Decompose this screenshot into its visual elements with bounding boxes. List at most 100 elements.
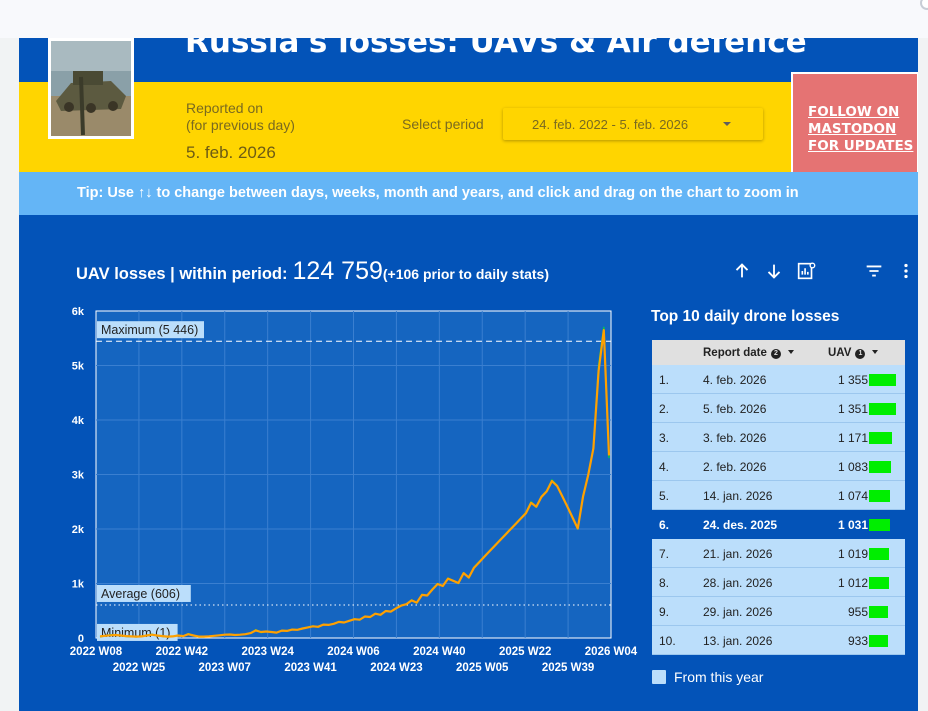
tip-text: Tip: Use ↑↓ to change between days, week… (77, 185, 799, 201)
row-rank: 10. (659, 634, 676, 648)
chart-toolbar (731, 260, 908, 282)
reported-on-text: Reported on (for previous day) (186, 100, 295, 133)
row-bar (869, 374, 896, 386)
row-date: 24. des. 2025 (703, 518, 778, 532)
col-report-date[interactable]: Report date 2 (703, 347, 794, 359)
top10-header: Report date 2 UAV 1 (652, 340, 905, 365)
row-rank: 4. (659, 460, 670, 474)
tip-banner: Tip: Use ↑↓ to change between days, week… (19, 172, 918, 215)
browser-top-strip (0, 0, 928, 38)
table-row[interactable]: 10. 13. jan. 2026 933 (652, 626, 905, 655)
table-row[interactable]: 9. 29. jan. 2026 955 (652, 597, 905, 626)
row-rank: 1. (659, 373, 670, 387)
row-value: 1 083 (837, 460, 868, 474)
row-rank: 3. (659, 431, 670, 445)
row-bar (869, 432, 893, 444)
caret-down-icon (787, 350, 794, 354)
chart-header-label: UAV losses | within period: (76, 265, 288, 283)
reference-label: Minimum (1) (101, 626, 170, 640)
col-uav-label: UAV (828, 347, 852, 359)
period-dropdown[interactable]: 24. feb. 2022 - 5. feb. 2026 (503, 108, 763, 140)
table-row[interactable]: 3. 3. feb. 2026 1 171 (652, 423, 905, 452)
row-value: 1 012 (837, 576, 868, 590)
row-rank: 5. (659, 489, 670, 503)
row-bar (869, 490, 891, 502)
header-photo (48, 38, 134, 139)
row-rank: 6. (659, 518, 670, 532)
arrow-down-icon[interactable] (763, 260, 785, 282)
series-line (99, 328, 611, 638)
report-page: Russia's losses: UAVs & Air defence Repo… (19, 38, 918, 711)
chart-grid (96, 311, 611, 638)
row-bar (869, 519, 890, 531)
row-date: 5. feb. 2026 (703, 402, 767, 416)
reference-label-bg (97, 623, 178, 641)
prior-note: (+106 prior to daily stats) (382, 266, 549, 282)
x-tick-label: 2023 W24 (241, 646, 294, 658)
left-gutter (0, 38, 19, 711)
reference-lines: Maximum (5 446) Average (606) Minimum (1) (96, 321, 611, 641)
row-value: 933 (847, 634, 868, 648)
filter-icon[interactable] (863, 260, 885, 282)
circle-icon (920, 0, 928, 10)
reference-label: Average (606) (101, 587, 180, 601)
table-row[interactable]: 4. 2. feb. 2026 1 083 (652, 452, 905, 481)
sort-badge-date: 2 (770, 349, 781, 359)
row-value: 1 355 (837, 373, 868, 387)
row-value: 1 074 (837, 489, 868, 503)
table-row[interactable]: 5. 14. jan. 2026 1 074 (652, 481, 905, 510)
table-row[interactable]: 7. 21. jan. 2026 1 019 (652, 539, 905, 568)
uav-total: 124 759 (292, 257, 383, 285)
x-tick-label: 2023 W41 (284, 662, 337, 674)
table-row[interactable]: 6. 24. des. 2025 1 031 (652, 510, 905, 539)
table-row[interactable]: 2. 5. feb. 2026 1 351 (652, 394, 905, 423)
reported-on-label: Reported on (for previous day) (186, 100, 336, 134)
col-uav[interactable]: UAV 1 (828, 347, 879, 359)
table-row[interactable]: 8. 28. jan. 2026 1 012 (652, 568, 905, 597)
table-row[interactable]: 1. 4. feb. 2026 1 355 (652, 365, 905, 394)
row-date: 14. jan. 2026 (703, 489, 773, 503)
right-gutter (918, 38, 928, 711)
x-tick-label: 2024 W06 (327, 646, 379, 658)
row-rank: 7. (659, 547, 670, 561)
top10-table: Report date 2 UAV 1 1. 4. feb. 2026 1 355 2. 5… (652, 340, 905, 655)
row-date: 13. jan. 2026 (703, 634, 773, 648)
reference-label-bg (97, 321, 204, 339)
y-tick-label: 0 (78, 633, 84, 645)
more-vert-icon[interactable] (895, 260, 917, 282)
checkbox-icon[interactable] (652, 670, 666, 684)
follow-mastodon-link[interactable]: FOLLOW ON MASTODON FOR UPDATES (808, 104, 914, 154)
row-date: 21. jan. 2026 (703, 547, 773, 561)
reference-label-bg (97, 584, 191, 602)
period-value: 24. feb. 2022 - 5. feb. 2026 (532, 116, 689, 132)
x-tick-label: 2025 W22 (499, 646, 551, 658)
y-tick-label: 4k (72, 415, 85, 427)
chart-settings-icon[interactable] (795, 260, 817, 282)
reference-label: Maximum (5 446) (101, 323, 198, 337)
x-tick-label: 2026 W04 (585, 646, 638, 658)
x-tick-label: 2022 W42 (156, 646, 208, 658)
row-bar (869, 635, 888, 647)
row-bar (869, 606, 888, 618)
y-axis-ticks: 0 1k 2k 3k 4k 5k 6k (72, 306, 85, 645)
row-bar (869, 548, 890, 560)
chart-header: UAV losses | within period: 124 759 (+10… (76, 257, 549, 286)
row-date: 29. jan. 2026 (703, 605, 773, 619)
x-tick-label: 2022 W25 (113, 662, 166, 674)
header-band (19, 82, 918, 172)
row-rank: 8. (659, 576, 670, 590)
row-rank: 9. (659, 605, 670, 619)
caret-down-icon (872, 350, 879, 354)
x-tick-label: 2024 W23 (370, 662, 422, 674)
row-date: 2. feb. 2026 (703, 460, 767, 474)
row-date: 28. jan. 2026 (703, 576, 773, 590)
from-this-year-label: From this year (674, 669, 764, 685)
top10-rows: 1. 4. feb. 2026 1 355 2. 5. feb. 2026 1 351 3.… (652, 365, 905, 655)
y-tick-label: 5k (72, 361, 85, 373)
from-this-year-toggle[interactable]: From this year (652, 669, 763, 685)
mastodon-box: FOLLOW ON MASTODON FOR UPDATES (791, 72, 918, 176)
x-tick-label: 2025 W39 (542, 662, 594, 674)
arrow-up-icon[interactable] (731, 260, 753, 282)
row-value: 955 (847, 605, 868, 619)
